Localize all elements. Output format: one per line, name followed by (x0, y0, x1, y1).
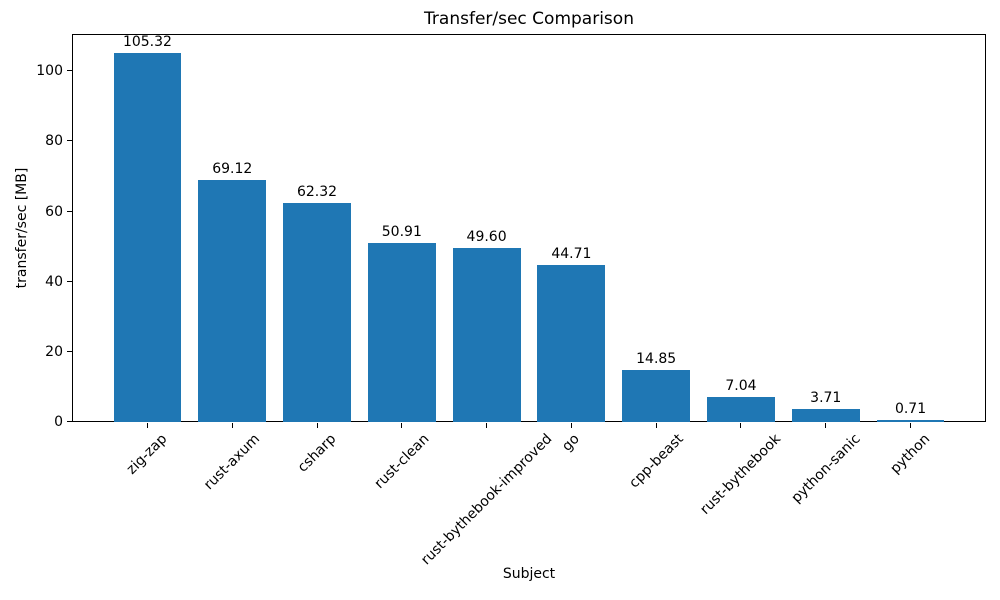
x-tick-label: cpp-beast (625, 431, 687, 492)
y-tick-mark (67, 421, 72, 422)
bar-value-label: 69.12 (212, 160, 253, 177)
y-tick-label: 0 (54, 414, 63, 430)
x-axis-label: Subject (502, 566, 556, 582)
y-tick-label: 80 (45, 133, 63, 150)
x-tick-label: zig-zap (123, 431, 171, 478)
bar-rust-bythebook (707, 397, 775, 422)
bar-value-label: 0.71 (894, 400, 927, 417)
x-tick-mark (401, 423, 403, 428)
y-tick-label: 100 (36, 63, 63, 80)
bar-python-sanic (791, 408, 860, 422)
bar-rust-bythebook-improved (452, 247, 521, 422)
x-tick-mark (825, 423, 827, 428)
x-tick-label: go (559, 431, 584, 455)
x-tick-mark (910, 423, 912, 428)
bar-value-label: 49.60 (466, 228, 507, 245)
y-tick-label: 40 (45, 273, 63, 290)
bar-value-label: 44.71 (551, 246, 592, 263)
bar-python (876, 419, 945, 422)
bar-value-label: 7.04 (725, 378, 757, 395)
y-tick-mark (67, 350, 72, 352)
x-tick-mark (486, 423, 488, 428)
x-tick-mark (231, 423, 233, 428)
bar-value-label: 3.71 (810, 389, 842, 406)
bar-value-label: 105.32 (122, 33, 172, 50)
x-tick-label: python-sanic (788, 431, 864, 507)
x-tick-mark (316, 423, 318, 428)
bar-go (537, 265, 606, 422)
x-tick-mark (146, 423, 148, 428)
y-tick-mark (67, 140, 72, 142)
y-tick-label: 60 (45, 203, 63, 220)
y-tick-label: 20 (45, 343, 63, 360)
x-tick-label: rust-axum (200, 431, 263, 494)
x-tick-label: rust-clean (371, 431, 433, 492)
bar-value-label: 14.85 (636, 350, 677, 367)
x-tick-label: python (887, 431, 934, 477)
x-tick-label: rust-bythebook-improved (417, 431, 555, 569)
bar-value-label: 62.32 (296, 184, 338, 201)
chart-title: Transfer/sec Comparison (424, 9, 634, 29)
y-tick-mark (67, 70, 72, 72)
bar-rust-axum (198, 179, 267, 422)
bar-rust-clean (367, 243, 436, 422)
bar-csharp (283, 203, 351, 422)
bar-value-label: 50.91 (381, 224, 422, 241)
x-tick-label: csharp (294, 431, 340, 476)
x-tick-mark (570, 423, 572, 428)
bar-zig-zap (113, 52, 182, 422)
y-tick-mark (67, 210, 72, 212)
x-tick-mark (655, 423, 657, 428)
x-tick-mark (740, 423, 742, 428)
bar-cpp-beast (622, 369, 691, 422)
y-axis-label: transfer/sec [MB] (14, 167, 30, 289)
y-tick-mark (67, 280, 72, 282)
x-tick-label: rust-bythebook (697, 431, 784, 518)
